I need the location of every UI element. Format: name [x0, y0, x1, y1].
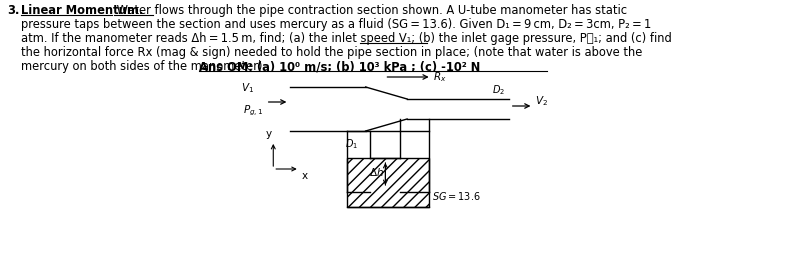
Text: $V_1$: $V_1$	[241, 81, 254, 95]
Text: pressure taps between the section and uses mercury as a fluid (SG = 13.6). Given: pressure taps between the section and us…	[21, 18, 651, 31]
Text: $D_2$: $D_2$	[492, 83, 505, 97]
Text: mercury on both sides of the manometer).: mercury on both sides of the manometer).	[21, 60, 273, 73]
Text: $D_1$: $D_1$	[345, 137, 358, 151]
Text: y: y	[265, 129, 271, 139]
Text: the horizontal force Rx (mag & sign) needed to hold the pipe section in place; (: the horizontal force Rx (mag & sign) nee…	[21, 46, 642, 59]
Text: $SG=13.6$: $SG=13.6$	[431, 190, 480, 202]
Text: x: x	[302, 171, 308, 181]
Text: 3.: 3.	[7, 4, 20, 17]
Bar	[346, 158, 429, 207]
Text: $V_2$: $V_2$	[535, 94, 549, 108]
Text: Ans OM: (a) 10⁰ m/s; (b) 10³ kPa ; (c) -10² N: Ans OM: (a) 10⁰ m/s; (b) 10³ kPa ; (c) -…	[199, 60, 480, 73]
Text: Water flows through the pipe contraction section shown. A U-tube manometer has s: Water flows through the pipe contraction…	[113, 4, 627, 17]
Text: $R_x$: $R_x$	[433, 70, 447, 84]
Text: $P_{g,1}$: $P_{g,1}$	[243, 104, 264, 118]
Text: $\Delta h$: $\Delta h$	[370, 166, 384, 178]
Text: Linear Momentum.: Linear Momentum.	[21, 4, 143, 17]
Text: atm. If the manometer reads Δh = 1.5 m, find; (a) the inlet speed V₁; (b) the in: atm. If the manometer reads Δh = 1.5 m, …	[21, 32, 671, 45]
